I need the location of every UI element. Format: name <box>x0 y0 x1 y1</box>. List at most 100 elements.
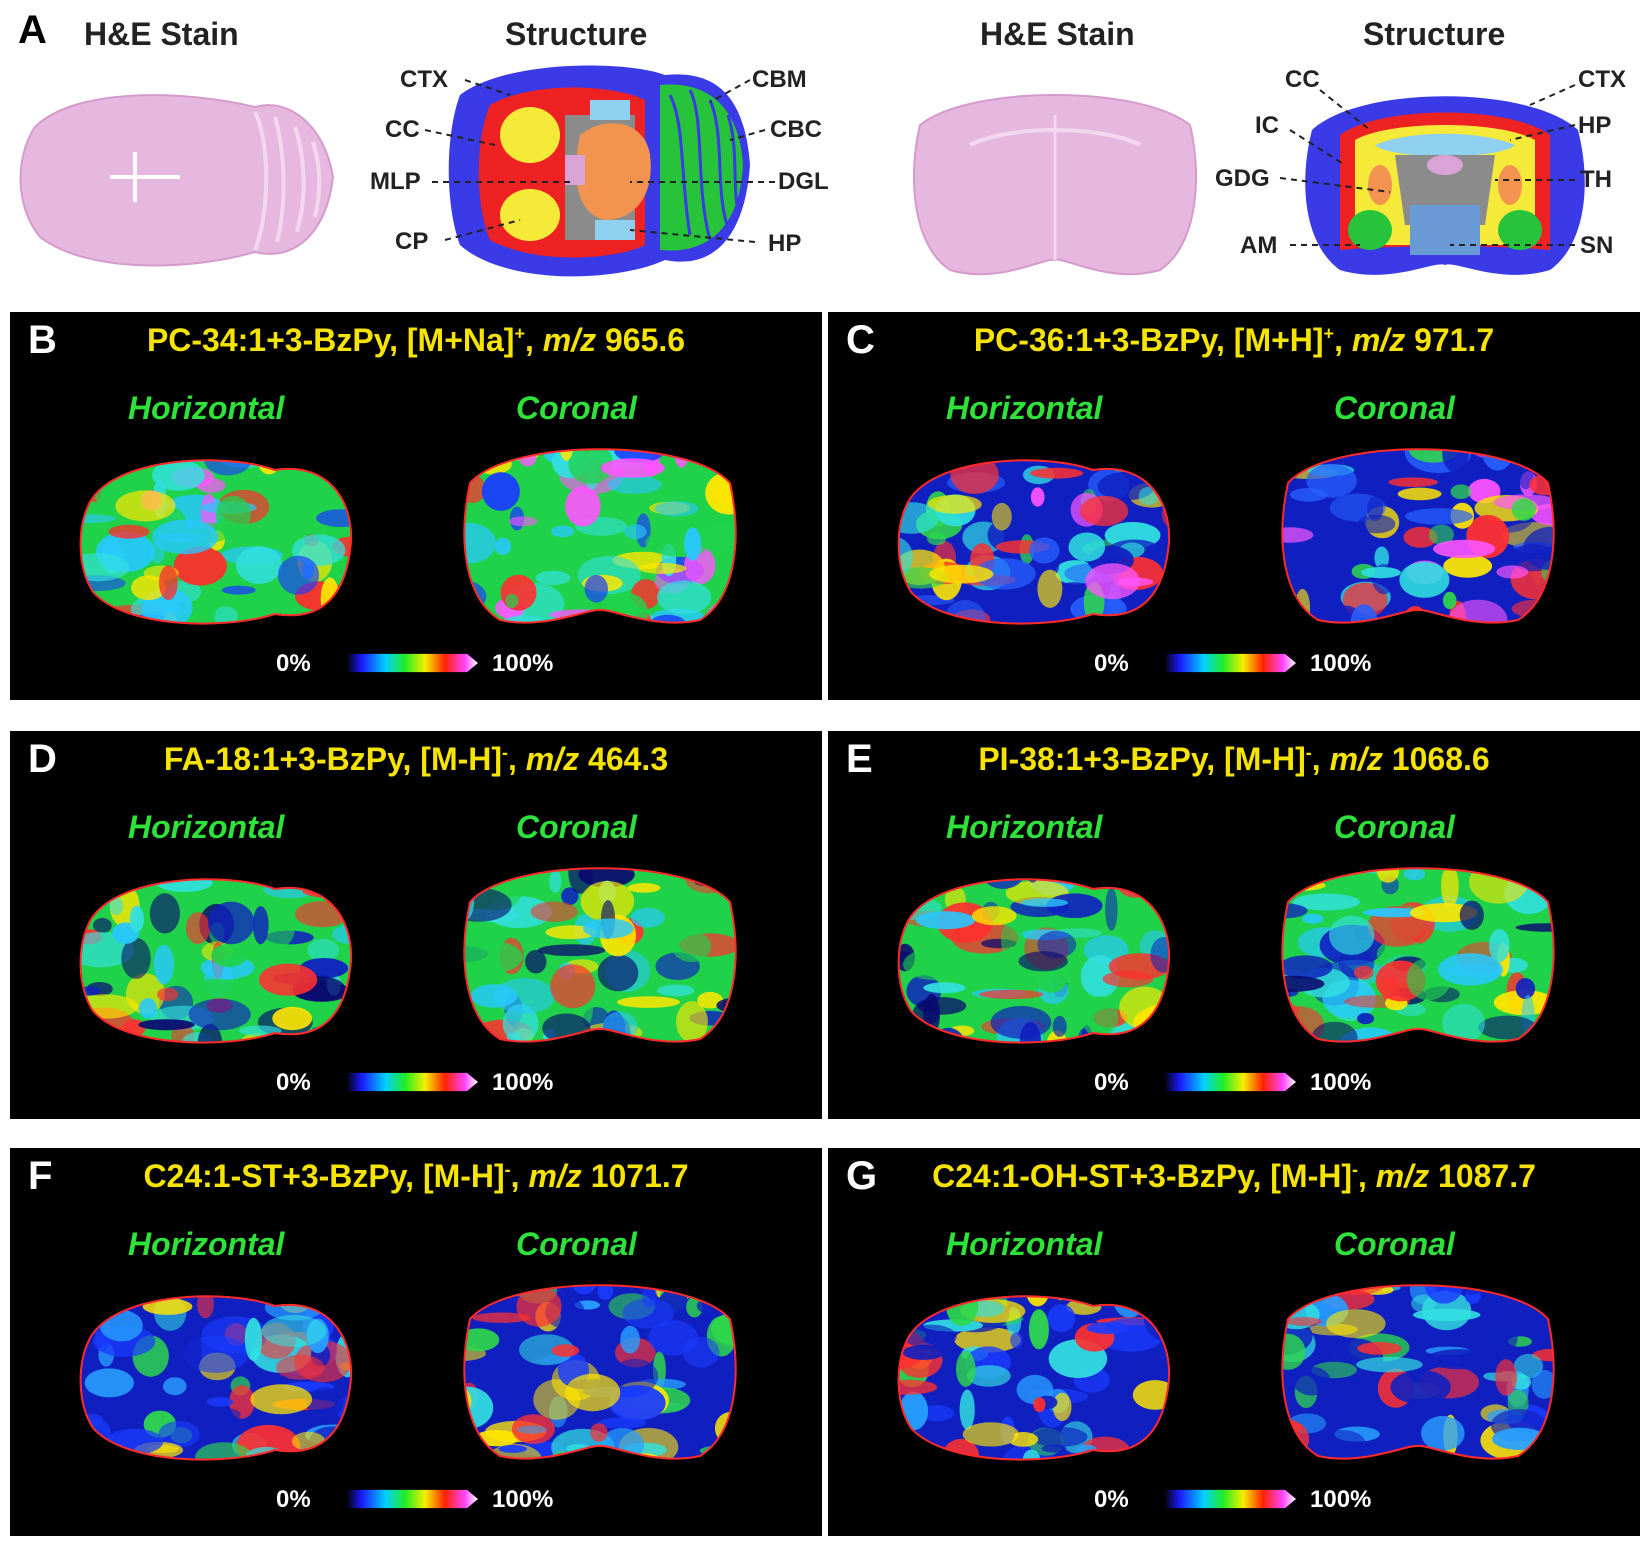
panel-title: PI-38:1+3-BzPy, [M-H]-, m/z 1068.6 <box>978 741 1490 777</box>
ion-charge: - <box>504 1159 511 1180</box>
scale-min-label: 0% <box>276 1069 311 1096</box>
panel-b: B PC-34:1+3-BzPy, [M+Na]+, m/z 965.6 Horiz… <box>10 312 822 700</box>
horizontal-ion-image <box>897 459 1171 625</box>
view-label-coronal: Coronal <box>516 390 637 426</box>
analyte-label: C24:1-OH-ST+3-BzPy, [M-H] <box>932 1158 1352 1194</box>
label-cc-coronal: CC <box>1285 66 1320 93</box>
label-sn-coronal: SN <box>1580 232 1614 259</box>
horizontal-ion-image <box>897 878 1171 1044</box>
label-cc-horizontal: CC <box>385 116 420 143</box>
label-ctx-coronal: CTX <box>1578 66 1626 93</box>
horizontal-ion-image <box>79 459 353 625</box>
panel-letter: D <box>28 737 57 781</box>
coronal-ion-image <box>1281 448 1555 624</box>
mz-label: m/z <box>1351 322 1406 358</box>
coronal-ion-image <box>1281 1284 1555 1460</box>
scale-min-label: 0% <box>276 650 311 677</box>
label-am-coronal: AM <box>1240 232 1278 259</box>
mz-label: m/z <box>528 1158 582 1194</box>
panel-title: PC-36:1+3-BzPy, [M+H]+, m/z 971.7 <box>973 322 1495 358</box>
coronal-ion-image <box>463 448 737 624</box>
view-label-coronal: Coronal <box>516 1226 637 1262</box>
panel-e: E PI-38:1+3-BzPy, [M-H]-, m/z 1068.6 Horiz… <box>828 731 1640 1119</box>
view-label-horizontal: Horizontal <box>946 809 1103 845</box>
ion-charge: + <box>514 323 525 344</box>
label-hp-horizontal: HP <box>768 230 802 257</box>
structure-title-left: Structure <box>505 16 648 52</box>
scale-min-label: 0% <box>1094 1069 1129 1096</box>
panel-letter-a: A <box>18 8 47 52</box>
ion-charge: - <box>1305 742 1312 763</box>
structure-title-right: Structure <box>1363 16 1506 52</box>
label-ic-coronal: IC <box>1255 112 1279 139</box>
mz-label: m/z <box>1375 1158 1430 1194</box>
panel-title: FA-18:1+3-BzPy, [M-H]-, m/z 464.3 <box>163 741 669 777</box>
view-label-horizontal: Horizontal <box>128 809 285 845</box>
colorbar <box>346 1072 478 1092</box>
horizontal-ion-image <box>897 1295 1171 1461</box>
view-label-horizontal: Horizontal <box>128 1226 285 1262</box>
view-label-coronal: Coronal <box>1334 1226 1455 1262</box>
scale-max-label: 100% <box>492 1069 554 1096</box>
colorbar <box>1164 653 1296 673</box>
panel-f: F C24:1-ST+3-BzPy, [M-H]-, m/z 1071.7 Hori… <box>10 1148 822 1536</box>
panel-g: G C24:1-OH-ST+3-BzPy, [M-H]-, m/z 1087.7 H… <box>828 1148 1640 1536</box>
he-stain-title-right: H&E Stain <box>980 16 1135 52</box>
colorbar <box>1164 1072 1296 1092</box>
colorbar <box>1164 1489 1296 1509</box>
mz-value: 464.3 <box>588 741 669 777</box>
view-label-coronal: Coronal <box>1334 809 1455 845</box>
label-th-coronal: TH <box>1580 166 1612 193</box>
scale-max-label: 100% <box>1310 1486 1372 1513</box>
panel-c: C PC-36:1+3-BzPy, [M+H]+, m/z 971.7 Horizo… <box>828 312 1640 700</box>
panel-letter: E <box>846 737 873 781</box>
leader-lines <box>424 79 1576 246</box>
panel-title: C24:1-OH-ST+3-BzPy, [M-H]-, m/z 1087.7 <box>932 1158 1536 1194</box>
label-hp-coronal: HP <box>1578 112 1612 139</box>
mz-value: 1071.7 <box>590 1158 689 1194</box>
scale-max-label: 100% <box>1310 1069 1372 1096</box>
label-dgl-horizontal: DGL <box>778 168 829 195</box>
coronal-ion-image <box>1281 867 1555 1043</box>
mz-value: 1068.6 <box>1391 741 1490 777</box>
mz-label: m/z <box>542 322 597 358</box>
label-cp-horizontal: CP <box>395 228 429 255</box>
he-horizontal-section <box>19 94 335 267</box>
ion-charge: - <box>502 742 509 763</box>
colorbar <box>346 1489 478 1509</box>
panel-letter: C <box>846 318 875 362</box>
label-gdg-coronal: GDG <box>1215 165 1270 192</box>
coronal-ion-image <box>463 1284 737 1460</box>
view-label-horizontal: Horizontal <box>128 390 285 426</box>
scale-min-label: 0% <box>1094 650 1129 677</box>
mz-label: m/z <box>1329 741 1383 777</box>
ion-charge: - <box>1352 1159 1358 1180</box>
scale-max-label: 100% <box>492 650 554 677</box>
analyte-label: PC-36:1+3-BzPy, [M+H] <box>973 322 1324 358</box>
mz-value: 971.7 <box>1414 322 1495 358</box>
scale-min-label: 0% <box>276 1486 311 1513</box>
label-cbm-horizontal: CBM <box>752 66 807 93</box>
view-label-coronal: Coronal <box>516 809 637 845</box>
view-label-coronal: Coronal <box>1334 390 1455 426</box>
mz-value: 965.6 <box>604 322 686 358</box>
analyte-label: FA-18:1+3-BzPy, [M-H] <box>163 741 503 777</box>
ion-charge: + <box>1323 323 1335 344</box>
label-ctx-horizontal: CTX <box>400 66 448 93</box>
label-mlp-horizontal: MLP <box>370 168 421 195</box>
view-label-horizontal: Horizontal <box>946 390 1103 426</box>
view-label-horizontal: Horizontal <box>946 1226 1103 1262</box>
panel-letter: G <box>846 1154 878 1198</box>
mz-value: 1087.7 <box>1438 1158 1536 1194</box>
scale-min-label: 0% <box>1094 1486 1129 1513</box>
he-coronal-section <box>912 94 1198 276</box>
horizontal-ion-image <box>79 1295 353 1461</box>
analyte-label: PI-38:1+3-BzPy, [M-H] <box>978 741 1306 777</box>
scale-max-label: 100% <box>1310 650 1372 677</box>
analyte-label: C24:1-ST+3-BzPy, [M-H] <box>143 1158 505 1194</box>
mz-label: m/z <box>525 741 580 777</box>
analyte-label: PC-34:1+3-BzPy, [M+Na] <box>146 322 515 358</box>
colorbar <box>346 653 478 673</box>
panel-title: PC-34:1+3-BzPy, [M+Na]+, m/z 965.6 <box>146 322 686 358</box>
horizontal-ion-image <box>79 878 353 1044</box>
